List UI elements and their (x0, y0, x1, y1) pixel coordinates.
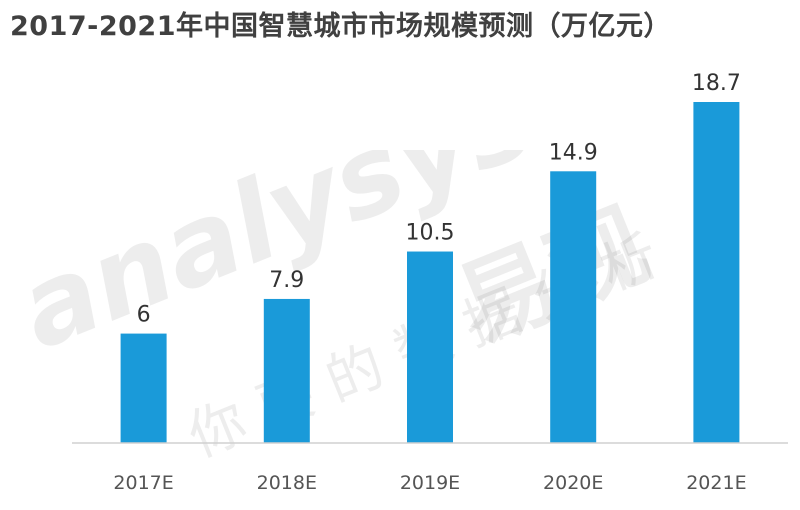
value-labels-layer: 6 7.9 10.5 14.9 18.7 (137, 71, 741, 328)
x-tick-label-2017E: 2017E (113, 472, 173, 494)
x-ticks-layer: 2017E 2018E 2019E 2020E 2021E (113, 472, 746, 494)
x-tick-label-2019E: 2019E (400, 472, 460, 494)
x-tick-label-2018E: 2018E (257, 472, 317, 494)
bar-2019E (407, 251, 453, 443)
x-tick-label-2021E: 2021E (686, 472, 746, 494)
bar-2021E (693, 102, 740, 443)
bars-layer (120, 102, 740, 443)
value-label-2018E: 7.9 (269, 268, 304, 293)
x-tick-label-2020E: 2020E (543, 472, 603, 494)
chart-title: 2017-2021年中国智慧城市市场规模预测（万亿元） (10, 11, 671, 42)
bar-2018E (263, 298, 310, 443)
value-label-2020E: 14.9 (549, 140, 598, 165)
bar-2017E (120, 333, 167, 443)
value-label-2019E: 10.5 (406, 221, 455, 246)
value-label-2021E: 18.7 (692, 71, 741, 96)
bar-2020E (550, 171, 597, 443)
value-label-2017E: 6 (137, 303, 151, 328)
